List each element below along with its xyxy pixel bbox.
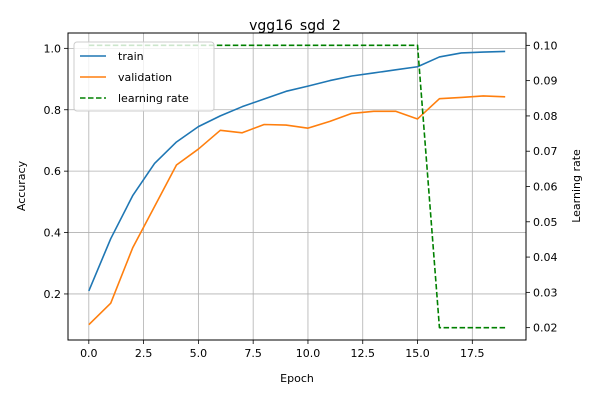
y2-tick-label: 0.04 [533,251,558,264]
y2-tick-label: 0.08 [533,110,558,123]
legend-label-learning-rate: learning rate [118,92,189,105]
y2-tick-label: 0.10 [533,39,558,52]
x-tick-label: 2.5 [135,347,153,360]
y2-tick-label: 0.03 [533,286,558,299]
x-tick-label: 0.0 [80,347,98,360]
x-tick-label: 17.5 [460,347,485,360]
x-axis: 0.0 2.5 5.0 7.5 10.0 12.5 15.0 17.5 [80,340,485,360]
x-tick-label: 15.0 [405,347,430,360]
x-tick-label: 10.0 [296,347,321,360]
series-line-train [88,50,506,292]
y-tick-label: 0.2 [44,288,62,301]
y2-tick-label: 0.09 [533,75,558,88]
y-axis-right: 0.02 0.03 0.04 0.05 0.06 0.07 0.08 0.09 0.10 [526,39,558,335]
y2-tick-label: 0.06 [533,181,558,194]
y2-tick-label: 0.07 [533,145,558,158]
legend: train validation learning rate [73,41,215,112]
x-axis-label: Epoch [280,372,314,385]
y-tick-label: 0.6 [44,165,62,178]
y-axis-left: 0.2 0.4 0.6 0.8 1.0 [44,42,68,301]
y2-tick-label: 0.02 [533,322,558,335]
legend-box [73,41,215,112]
y-tick-label: 0.4 [44,227,62,240]
x-tick-label: 12.5 [350,347,375,360]
legend-label-train: train [118,50,144,63]
x-tick-label: 5.0 [190,347,208,360]
y-tick-label: 1.0 [44,42,62,55]
y2-tick-label: 0.05 [533,216,558,229]
series-line-validation [88,95,506,326]
y-tick-label: 0.8 [44,104,62,117]
y-axis-label: Accuracy [15,160,28,211]
legend-label-validation: validation [118,71,172,84]
y2-axis-label: Learning rate [570,149,583,223]
chart-title: vgg16_sgd_2 [249,18,341,34]
x-tick-label: 7.5 [244,347,262,360]
